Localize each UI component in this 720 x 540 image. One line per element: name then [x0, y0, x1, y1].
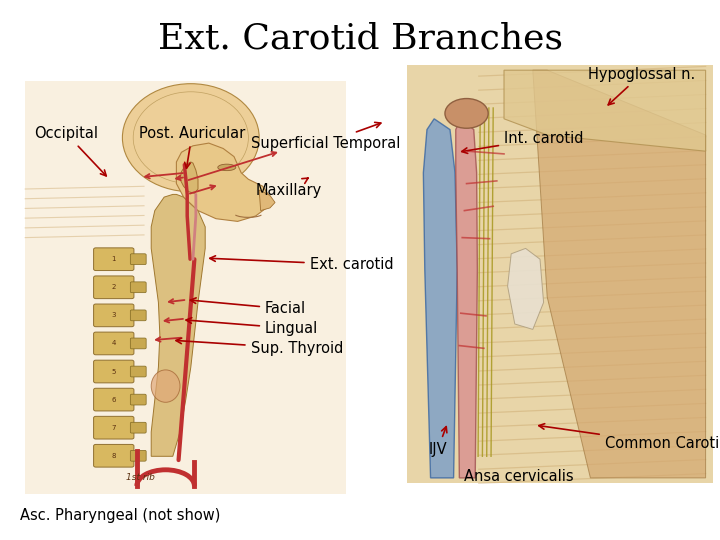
- FancyBboxPatch shape: [94, 444, 134, 467]
- Text: 6: 6: [112, 396, 116, 403]
- FancyBboxPatch shape: [94, 360, 134, 383]
- Polygon shape: [533, 70, 706, 478]
- Text: 2: 2: [112, 284, 116, 291]
- Text: 1st rib: 1st rib: [126, 474, 155, 482]
- Text: Occipital: Occipital: [35, 126, 107, 176]
- Text: Common Carotid: Common Carotid: [539, 424, 720, 451]
- FancyBboxPatch shape: [94, 416, 134, 439]
- Text: Sup. Thyroid: Sup. Thyroid: [176, 338, 343, 356]
- Polygon shape: [456, 119, 477, 478]
- Ellipse shape: [218, 164, 236, 171]
- FancyBboxPatch shape: [130, 366, 146, 377]
- Text: 8: 8: [112, 453, 116, 459]
- Ellipse shape: [151, 370, 180, 402]
- Polygon shape: [423, 119, 457, 478]
- Polygon shape: [407, 65, 713, 483]
- FancyBboxPatch shape: [94, 276, 134, 299]
- Text: 5: 5: [112, 368, 116, 375]
- Text: Hypoglossal n.: Hypoglossal n.: [588, 67, 695, 105]
- Polygon shape: [25, 81, 346, 494]
- Text: Asc. Pharyngeal (not show): Asc. Pharyngeal (not show): [20, 508, 220, 523]
- Text: 1: 1: [112, 256, 116, 262]
- FancyBboxPatch shape: [130, 450, 146, 461]
- Polygon shape: [176, 143, 270, 221]
- FancyBboxPatch shape: [130, 282, 146, 293]
- Text: Ext. carotid: Ext. carotid: [210, 256, 393, 272]
- Text: Int. carotid: Int. carotid: [462, 131, 583, 153]
- Polygon shape: [151, 194, 205, 456]
- FancyBboxPatch shape: [94, 388, 134, 411]
- FancyBboxPatch shape: [130, 310, 146, 321]
- FancyBboxPatch shape: [130, 338, 146, 349]
- FancyBboxPatch shape: [94, 332, 134, 355]
- Text: Lingual: Lingual: [186, 318, 318, 336]
- Polygon shape: [504, 70, 706, 151]
- FancyBboxPatch shape: [130, 394, 146, 405]
- Text: 4: 4: [112, 340, 116, 347]
- Text: Maxillary: Maxillary: [256, 178, 322, 198]
- Polygon shape: [180, 162, 198, 193]
- Text: Facial: Facial: [190, 298, 306, 316]
- Ellipse shape: [122, 84, 259, 192]
- FancyBboxPatch shape: [130, 422, 146, 433]
- Polygon shape: [259, 190, 275, 211]
- FancyBboxPatch shape: [94, 248, 134, 271]
- FancyBboxPatch shape: [130, 254, 146, 265]
- Text: Ext. Carotid Branches: Ext. Carotid Branches: [158, 22, 562, 56]
- Text: Post. Auricular: Post. Auricular: [139, 126, 246, 168]
- Text: Superficial Temporal: Superficial Temporal: [251, 123, 400, 151]
- Text: 7: 7: [112, 424, 116, 431]
- Text: IJV: IJV: [428, 427, 447, 457]
- Text: 3: 3: [112, 312, 116, 319]
- FancyBboxPatch shape: [94, 304, 134, 327]
- Ellipse shape: [445, 98, 488, 128]
- Polygon shape: [508, 248, 544, 329]
- Text: Ansa cervicalis: Ansa cervicalis: [464, 469, 573, 484]
